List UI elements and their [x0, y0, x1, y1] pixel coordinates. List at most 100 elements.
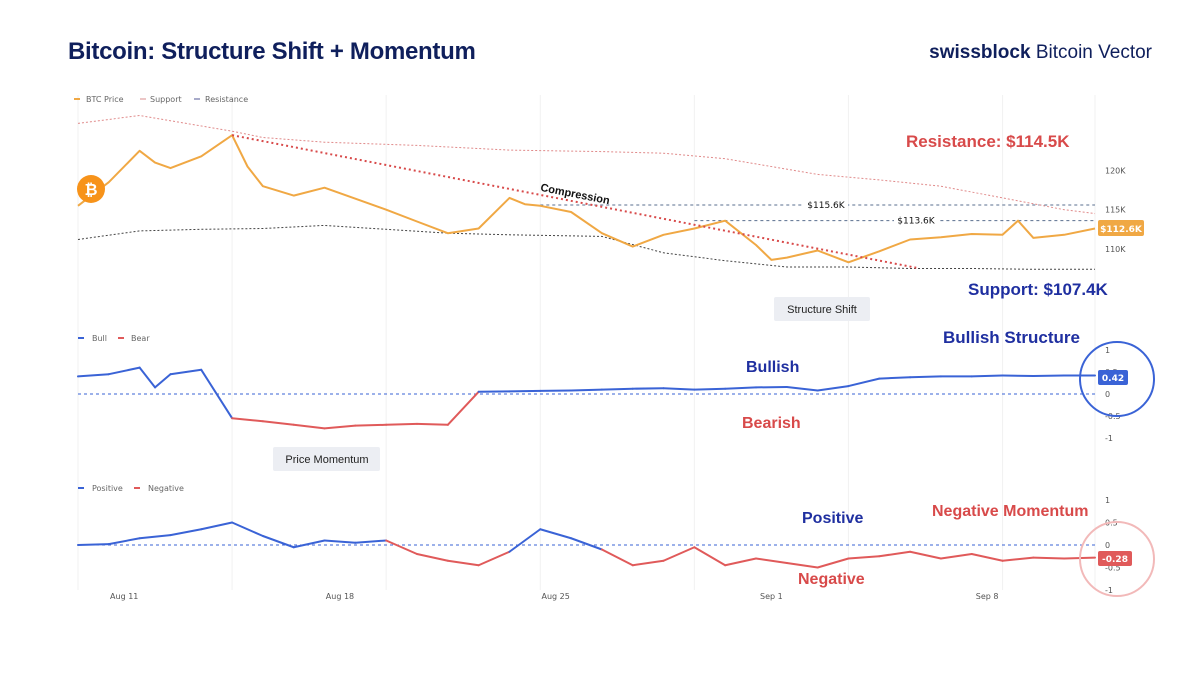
momentum-y-tick: -0.5 — [1105, 564, 1121, 573]
bull-bear-segment — [138, 366, 157, 389]
bull-bear-segment — [169, 371, 187, 376]
momentum-segment — [939, 553, 973, 560]
legend-bear: Bear — [131, 334, 150, 343]
legend-support: Support — [150, 95, 182, 104]
bull-bear-segment — [354, 423, 388, 427]
momentum-segment — [354, 539, 388, 544]
bullish-structure-annotation: Bullish Structure — [943, 328, 1080, 347]
momentum-line — [77, 521, 1096, 569]
momentum-segment — [724, 557, 757, 567]
structure-y-tick: -1 — [1105, 434, 1113, 443]
structure-panel: Bull Bear 10.50-0.5-1 0.42 Bullish Struc… — [77, 328, 1155, 471]
momentum-segment — [816, 557, 850, 569]
momentum-segment — [231, 521, 264, 537]
momentum-segment — [1001, 556, 1035, 562]
bull-bear-segment — [724, 386, 757, 390]
bull-bear-segment — [107, 366, 141, 376]
brand-rest: Bitcoin Vector — [1030, 42, 1152, 63]
price-y-tick: 110K — [1105, 245, 1126, 254]
momentum-legend: Positive Negative — [78, 484, 184, 493]
bull-bear-segment — [693, 387, 727, 391]
x-axis-tick: Aug 25 — [542, 592, 570, 601]
bearish-annotation: Bearish — [742, 415, 801, 432]
momentum-segment — [416, 553, 449, 562]
structure-last-value: 0.42 — [1102, 374, 1124, 384]
structure-legend: Bull Bear — [78, 334, 150, 343]
price-y-tick: 120K — [1105, 166, 1126, 175]
price-y-tick: 115K — [1105, 206, 1126, 215]
momentum-segment — [508, 528, 542, 553]
support-line — [77, 224, 1095, 270]
page-title: Bitcoin: Structure Shift + Momentum — [68, 38, 476, 65]
momentum-highlight-circle — [1079, 521, 1155, 597]
momentum-segment — [200, 521, 234, 531]
momentum-segment — [446, 559, 480, 567]
brand-logo: swissblock Bitcoin Vector — [929, 42, 1152, 64]
compression-trendline — [231, 134, 917, 269]
bull-bear-segment — [292, 423, 326, 430]
legend-resistance: Resistance — [205, 95, 248, 104]
momentum-last-value: -0.28 — [1102, 555, 1128, 565]
momentum-segment — [261, 535, 295, 549]
momentum-segment — [693, 546, 727, 567]
x-axis-ticks: Aug 11 Aug 18 Aug 25 Sep 1 Sep 8 — [110, 592, 998, 601]
bull-bear-segment — [416, 422, 449, 426]
support-annotation: Support: $107.4K — [968, 280, 1109, 299]
bull-bear-segment — [385, 422, 418, 426]
price-level-label: $115.6K — [807, 201, 845, 211]
momentum-last-badge: -0.28 — [1098, 551, 1132, 566]
bull-bear-segment — [600, 387, 634, 391]
structure-y-tick: 0 — [1105, 390, 1110, 399]
bullish-annotation: Bullish — [746, 359, 799, 376]
momentum-segment — [1032, 556, 1066, 560]
bull-bear-segment — [878, 376, 912, 380]
structure-y-ticks: 10.50-0.5-1 — [1105, 346, 1121, 443]
momentum-segment — [755, 557, 788, 564]
compression-label: Compression — [539, 182, 611, 207]
bull-bear-segment — [77, 373, 110, 378]
momentum-segment — [477, 550, 511, 567]
momentum-y-tick: 0 — [1105, 541, 1110, 550]
x-axis-tick: Sep 8 — [976, 592, 999, 601]
momentum-segment — [785, 562, 819, 569]
momentum-y-tick: 1 — [1105, 496, 1110, 505]
momentum-segment — [970, 553, 1004, 562]
bull-bear-segment — [323, 424, 357, 430]
momentum-panel: Positive Negative 10.50-0.5-1 -0.28 Nega… — [77, 484, 1155, 597]
x-axis-tick: Sep 1 — [760, 592, 783, 601]
momentum-segment — [138, 534, 172, 540]
price-panel: BTC Price Support Resistance 120K 115K 110… — [74, 95, 1144, 321]
bull-bear-segment — [816, 385, 850, 392]
momentum-segment — [909, 550, 942, 560]
momentum-segment — [539, 528, 573, 540]
negative-annotation: Negative — [798, 571, 865, 588]
legend-negative: Negative — [148, 484, 184, 493]
positive-annotation: Positive — [802, 510, 863, 527]
bitcoin-icon: ₿ — [77, 175, 105, 203]
price-legend: BTC Price Support Resistance — [74, 95, 248, 104]
bull-bear-segment — [154, 373, 172, 389]
structure-last-badge: 0.42 — [1098, 370, 1128, 385]
price-last-badge: $112.6K — [1098, 220, 1144, 236]
momentum-segment — [662, 546, 696, 562]
bull-bear-segment — [847, 377, 881, 388]
momentum-segment — [77, 543, 110, 546]
price-level-bg — [804, 198, 848, 211]
momentum-segment — [847, 555, 881, 560]
momentum-y-ticks: 10.50-0.5-1 — [1105, 496, 1121, 595]
bull-bear-segment — [261, 420, 295, 426]
structure-y-tick: 1 — [1105, 346, 1110, 355]
bull-bear-segment — [909, 375, 942, 379]
momentum-segment — [878, 550, 912, 558]
legend-positive: Positive — [92, 484, 123, 493]
momentum-segment — [292, 539, 326, 549]
momentum-y-tick: -1 — [1105, 586, 1113, 595]
momentum-segment — [169, 528, 203, 537]
momentum-segment — [385, 539, 418, 555]
legend-bull: Bull — [92, 334, 107, 343]
negative-momentum-annotation: Negative Momentum — [932, 503, 1088, 520]
structure-shift-box: Structure Shift — [774, 297, 870, 321]
svg-text:₿: ₿ — [84, 180, 97, 199]
bull-bear-segment — [662, 387, 696, 391]
momentum-segment — [570, 537, 603, 551]
